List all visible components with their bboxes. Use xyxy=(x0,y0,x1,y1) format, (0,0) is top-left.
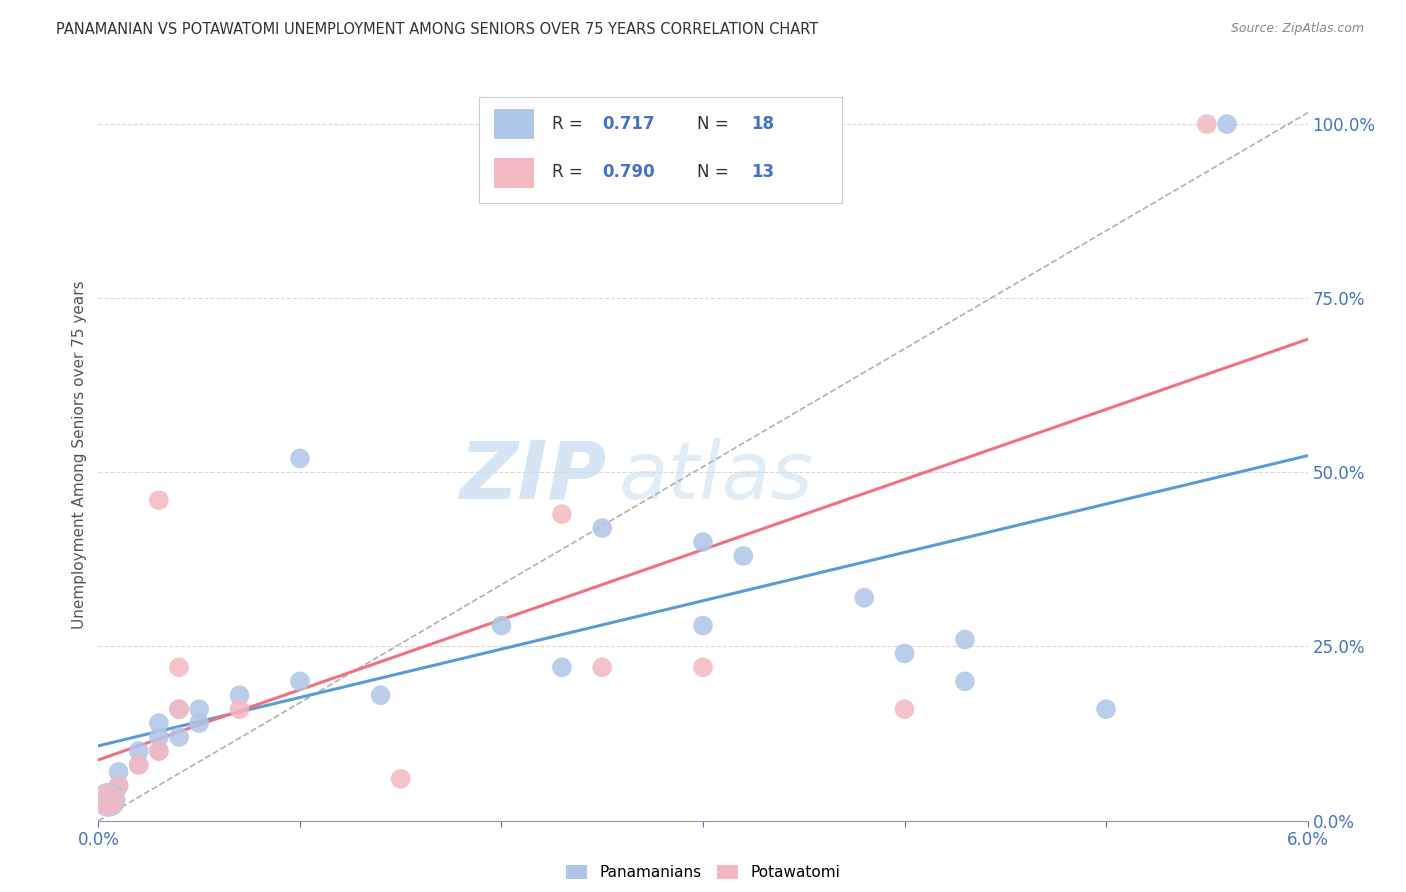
Point xyxy=(1216,117,1239,131)
Point xyxy=(288,451,311,466)
Point xyxy=(551,507,574,521)
Text: atlas: atlas xyxy=(619,438,813,516)
Point xyxy=(148,493,170,508)
Point xyxy=(389,772,412,786)
Point xyxy=(953,632,976,647)
Point xyxy=(893,702,915,716)
Point xyxy=(692,618,714,632)
Text: ZIP: ZIP xyxy=(458,438,606,516)
Point xyxy=(692,660,714,674)
Point xyxy=(97,793,120,807)
Point xyxy=(148,716,170,731)
Point xyxy=(491,618,513,632)
Point xyxy=(148,744,170,758)
Legend: Panamanians, Potawatomi: Panamanians, Potawatomi xyxy=(560,858,846,886)
Point xyxy=(97,793,120,807)
Point xyxy=(167,702,190,716)
Point xyxy=(148,730,170,744)
Point xyxy=(591,660,613,674)
Point xyxy=(692,535,714,549)
Point xyxy=(167,660,190,674)
Point xyxy=(148,744,170,758)
Point xyxy=(107,764,129,779)
Point xyxy=(853,591,876,605)
Point xyxy=(107,779,129,793)
Point xyxy=(128,758,150,772)
Point xyxy=(1195,117,1218,131)
Point xyxy=(228,688,250,702)
Point xyxy=(167,730,190,744)
Text: PANAMANIAN VS POTAWATOMI UNEMPLOYMENT AMONG SENIORS OVER 75 YEARS CORRELATION CH: PANAMANIAN VS POTAWATOMI UNEMPLOYMENT AM… xyxy=(56,22,818,37)
Point xyxy=(551,660,574,674)
Point xyxy=(107,779,129,793)
Y-axis label: Unemployment Among Seniors over 75 years: Unemployment Among Seniors over 75 years xyxy=(72,281,87,629)
Point xyxy=(97,793,120,807)
Point xyxy=(167,702,190,716)
Point xyxy=(228,702,250,716)
Text: Source: ZipAtlas.com: Source: ZipAtlas.com xyxy=(1230,22,1364,36)
Point xyxy=(370,688,392,702)
Point xyxy=(188,716,211,731)
Point xyxy=(188,702,211,716)
Point xyxy=(128,744,150,758)
Point xyxy=(288,674,311,689)
Point xyxy=(128,758,150,772)
Point xyxy=(893,647,915,661)
Point xyxy=(97,793,120,807)
Point xyxy=(591,521,613,535)
Point xyxy=(733,549,755,563)
Point xyxy=(1095,702,1118,716)
Point xyxy=(953,674,976,689)
